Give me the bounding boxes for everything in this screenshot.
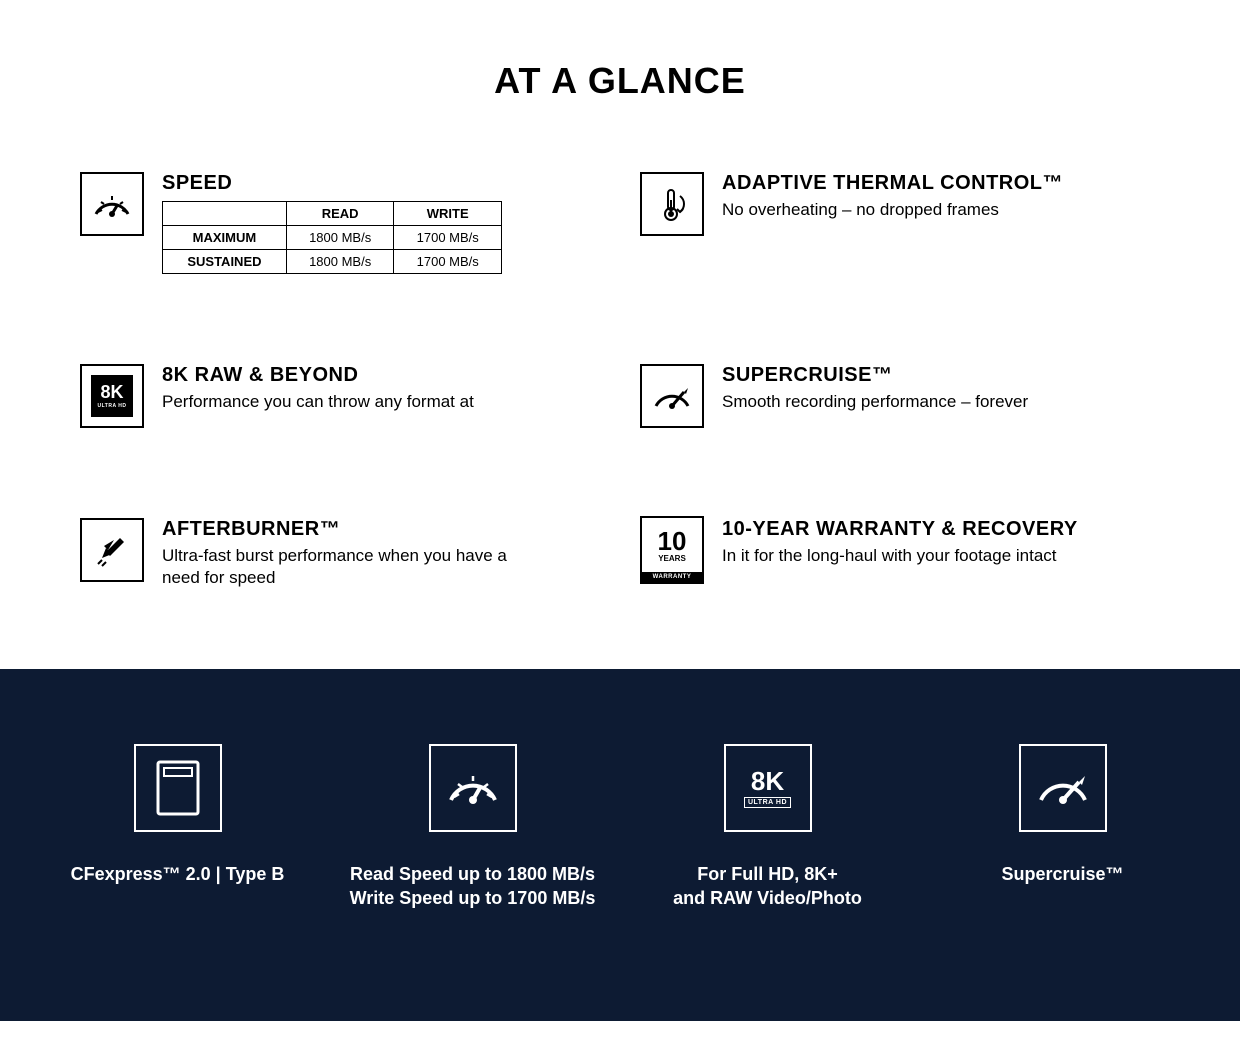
- feature-warranty-title: 10-YEAR WARRANTY & RECOVERY: [722, 518, 1160, 541]
- 8k-badge-icon: 8K ULTRA HD: [80, 364, 144, 428]
- top-section: AT A GLANCE SPEED: [0, 0, 1240, 669]
- bottom-label: Read Speed up to 1800 MB/s Write Speed u…: [350, 862, 596, 911]
- feature-8k-title: 8K RAW & BEYOND: [162, 364, 600, 387]
- warranty-label: WARRANTY: [642, 572, 702, 582]
- table-cell: 1700 MB/s: [394, 250, 502, 274]
- table-cell: SUSTAINED: [163, 250, 287, 274]
- table-header-empty: [163, 202, 287, 226]
- warranty-years: YEARS: [658, 554, 686, 563]
- speedometer-arrow-icon: [640, 364, 704, 428]
- warranty-badge-icon: 10 YEARS WARRANTY: [640, 518, 704, 582]
- bottom-item-supercruise: Supercruise™: [925, 744, 1200, 911]
- feature-8k-desc: Performance you can throw any format at: [162, 391, 512, 413]
- table-row: READ WRITE: [163, 202, 502, 226]
- badge-8k-text: 8K: [751, 768, 784, 794]
- badge-8k-text: 8K: [100, 383, 123, 401]
- feature-thermal-title: ADAPTIVE THERMAL CONTROL™: [722, 172, 1160, 195]
- feature-warranty: 10 YEARS WARRANTY 10-YEAR WARRANTY & REC…: [640, 518, 1160, 589]
- speed-table: READ WRITE MAXIMUM 1800 MB/s 1700 MB/s S…: [162, 201, 502, 274]
- feature-supercruise-title: SUPERCRUISE™: [722, 364, 1160, 387]
- bottom-label: CFexpress™ 2.0 | Type B: [71, 862, 285, 886]
- feature-speed-title: SPEED: [162, 172, 600, 195]
- feature-supercruise-body: SUPERCRUISE™ Smooth recording performanc…: [722, 364, 1160, 413]
- table-cell: MAXIMUM: [163, 226, 287, 250]
- table-row: MAXIMUM 1800 MB/s 1700 MB/s: [163, 226, 502, 250]
- table-header-read: READ: [286, 202, 394, 226]
- bottom-label: For Full HD, 8K+ and RAW Video/Photo: [673, 862, 862, 911]
- warranty-number: 10: [658, 528, 687, 554]
- badge-ultrahd-text: ULTRA HD: [98, 403, 127, 409]
- table-cell: 1700 MB/s: [394, 226, 502, 250]
- bottom-item-8k: 8K ULTRA HD For Full HD, 8K+ and RAW Vid…: [630, 744, 905, 911]
- cfexpress-card-icon: [134, 744, 222, 832]
- features-grid: SPEED READ WRITE MAXIMUM 1800 MB/s 1700 …: [80, 172, 1160, 589]
- page-title: AT A GLANCE: [80, 60, 1160, 102]
- thermometer-icon: [640, 172, 704, 236]
- feature-8k: 8K ULTRA HD 8K RAW & BEYOND Performance …: [80, 364, 600, 428]
- feature-thermal-desc: No overheating – no dropped frames: [722, 199, 1072, 221]
- table-cell: 1800 MB/s: [286, 226, 394, 250]
- speedometer-arrow-icon: [1019, 744, 1107, 832]
- bottom-grid: CFexpress™ 2.0 | Type B Read Speed up to…: [40, 744, 1200, 911]
- feature-speed-body: SPEED READ WRITE MAXIMUM 1800 MB/s 1700 …: [162, 172, 600, 274]
- 8k-badge-icon: 8K ULTRA HD: [724, 744, 812, 832]
- jet-icon: [80, 518, 144, 582]
- feature-thermal: ADAPTIVE THERMAL CONTROL™ No overheating…: [640, 172, 1160, 274]
- feature-warranty-body: 10-YEAR WARRANTY & RECOVERY In it for th…: [722, 518, 1160, 567]
- bottom-label: Supercruise™: [1001, 862, 1123, 886]
- badge-ultrahd-text: ULTRA HD: [744, 797, 791, 808]
- feature-afterburner-title: AFTERBURNER™: [162, 518, 600, 541]
- speedometer-icon: [429, 744, 517, 832]
- bottom-section: CFexpress™ 2.0 | Type B Read Speed up to…: [0, 669, 1240, 1021]
- bottom-item-speed: Read Speed up to 1800 MB/s Write Speed u…: [335, 744, 610, 911]
- feature-afterburner-body: AFTERBURNER™ Ultra-fast burst performanc…: [162, 518, 600, 589]
- feature-supercruise: SUPERCRUISE™ Smooth recording performanc…: [640, 364, 1160, 428]
- speedometer-icon: [80, 172, 144, 236]
- table-row: SUSTAINED 1800 MB/s 1700 MB/s: [163, 250, 502, 274]
- feature-warranty-desc: In it for the long-haul with your footag…: [722, 545, 1072, 567]
- table-cell: 1800 MB/s: [286, 250, 394, 274]
- table-header-write: WRITE: [394, 202, 502, 226]
- feature-8k-body: 8K RAW & BEYOND Performance you can thro…: [162, 364, 600, 413]
- feature-supercruise-desc: Smooth recording performance – forever: [722, 391, 1072, 413]
- feature-thermal-body: ADAPTIVE THERMAL CONTROL™ No overheating…: [722, 172, 1160, 221]
- feature-afterburner-desc: Ultra-fast burst performance when you ha…: [162, 545, 512, 589]
- feature-speed: SPEED READ WRITE MAXIMUM 1800 MB/s 1700 …: [80, 172, 600, 274]
- feature-afterburner: AFTERBURNER™ Ultra-fast burst performanc…: [80, 518, 600, 589]
- bottom-item-cfexpress: CFexpress™ 2.0 | Type B: [40, 744, 315, 911]
